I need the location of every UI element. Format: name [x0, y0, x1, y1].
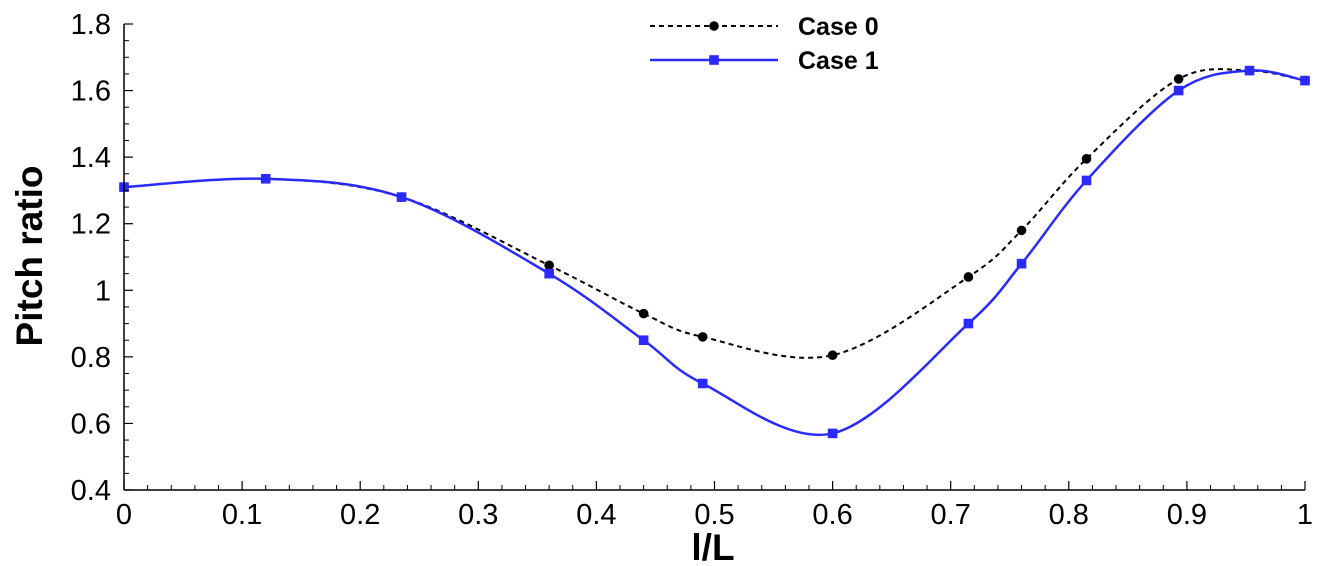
series-line-0: [123, 68, 1306, 359]
y-tick-label: 1.8: [71, 9, 111, 41]
x-axis-title: l/L: [691, 527, 734, 566]
series-curves: [123, 68, 1306, 437]
y-tick-label: 0.8: [71, 342, 111, 374]
data-point: [1081, 154, 1092, 164]
x-tick-label: 0.9: [1167, 499, 1207, 531]
legend-label: Case 0: [798, 13, 879, 41]
x-tick-label: 0.6: [812, 499, 852, 531]
x-tick-label: 0.1: [222, 499, 262, 531]
data-point: [1244, 65, 1255, 76]
data-point: [963, 318, 974, 329]
data-point: [827, 350, 838, 360]
x-tick-label: 0.3: [458, 499, 498, 531]
legend-entry: Case 0: [650, 13, 879, 41]
data-point: [1173, 74, 1184, 84]
x-tick-label: 0.5: [694, 499, 734, 531]
data-point: [1300, 75, 1310, 86]
legend-marker: [709, 21, 719, 31]
data-point: [827, 428, 838, 439]
y-tick-label: 0.6: [71, 408, 111, 440]
y-axis-title: Pitch ratio: [9, 166, 50, 347]
y-tick-label: 1.4: [71, 142, 111, 174]
x-tick-label: 0.4: [576, 499, 616, 531]
axis-ticks: 0 0.1 0.2 0.3 0.4 0.5 0.6 0.7 0.8 0.9 1 0.4 0.6 0.8 1 1…: [71, 9, 1313, 531]
y-tick-label: 1.2: [71, 209, 111, 241]
x-tick-label: 0.7: [931, 499, 971, 531]
legend-marker: [709, 55, 719, 65]
data-point: [963, 272, 974, 282]
series-line-1: [123, 69, 1306, 437]
legend: Case 0 Case 1: [650, 13, 879, 75]
data-point: [544, 260, 554, 271]
data-point: [1016, 225, 1027, 236]
data-point: [638, 308, 649, 319]
legend-entry: Case 1: [650, 47, 879, 75]
data-point: [1081, 175, 1092, 186]
legend-label: Case 1: [798, 47, 879, 75]
data-point: [1173, 85, 1184, 96]
y-tick-label: 1: [95, 275, 111, 307]
data-point: [544, 268, 554, 279]
plot-frame: [123, 24, 1305, 491]
x-tick-label: 0.8: [1049, 499, 1089, 531]
y-tick-label: 1.6: [71, 76, 111, 108]
data-point: [697, 332, 708, 342]
data-point: [1016, 258, 1027, 269]
x-tick-label: 1: [1297, 499, 1313, 531]
series-markers: [119, 65, 1310, 439]
data-point: [638, 335, 649, 346]
x-tick-label: 0.2: [340, 499, 380, 531]
y-tick-label: 0.4: [71, 475, 111, 507]
data-point: [396, 192, 407, 202]
data-point: [260, 173, 271, 184]
data-point: [697, 378, 708, 389]
x-tick-label: 0: [116, 499, 132, 531]
